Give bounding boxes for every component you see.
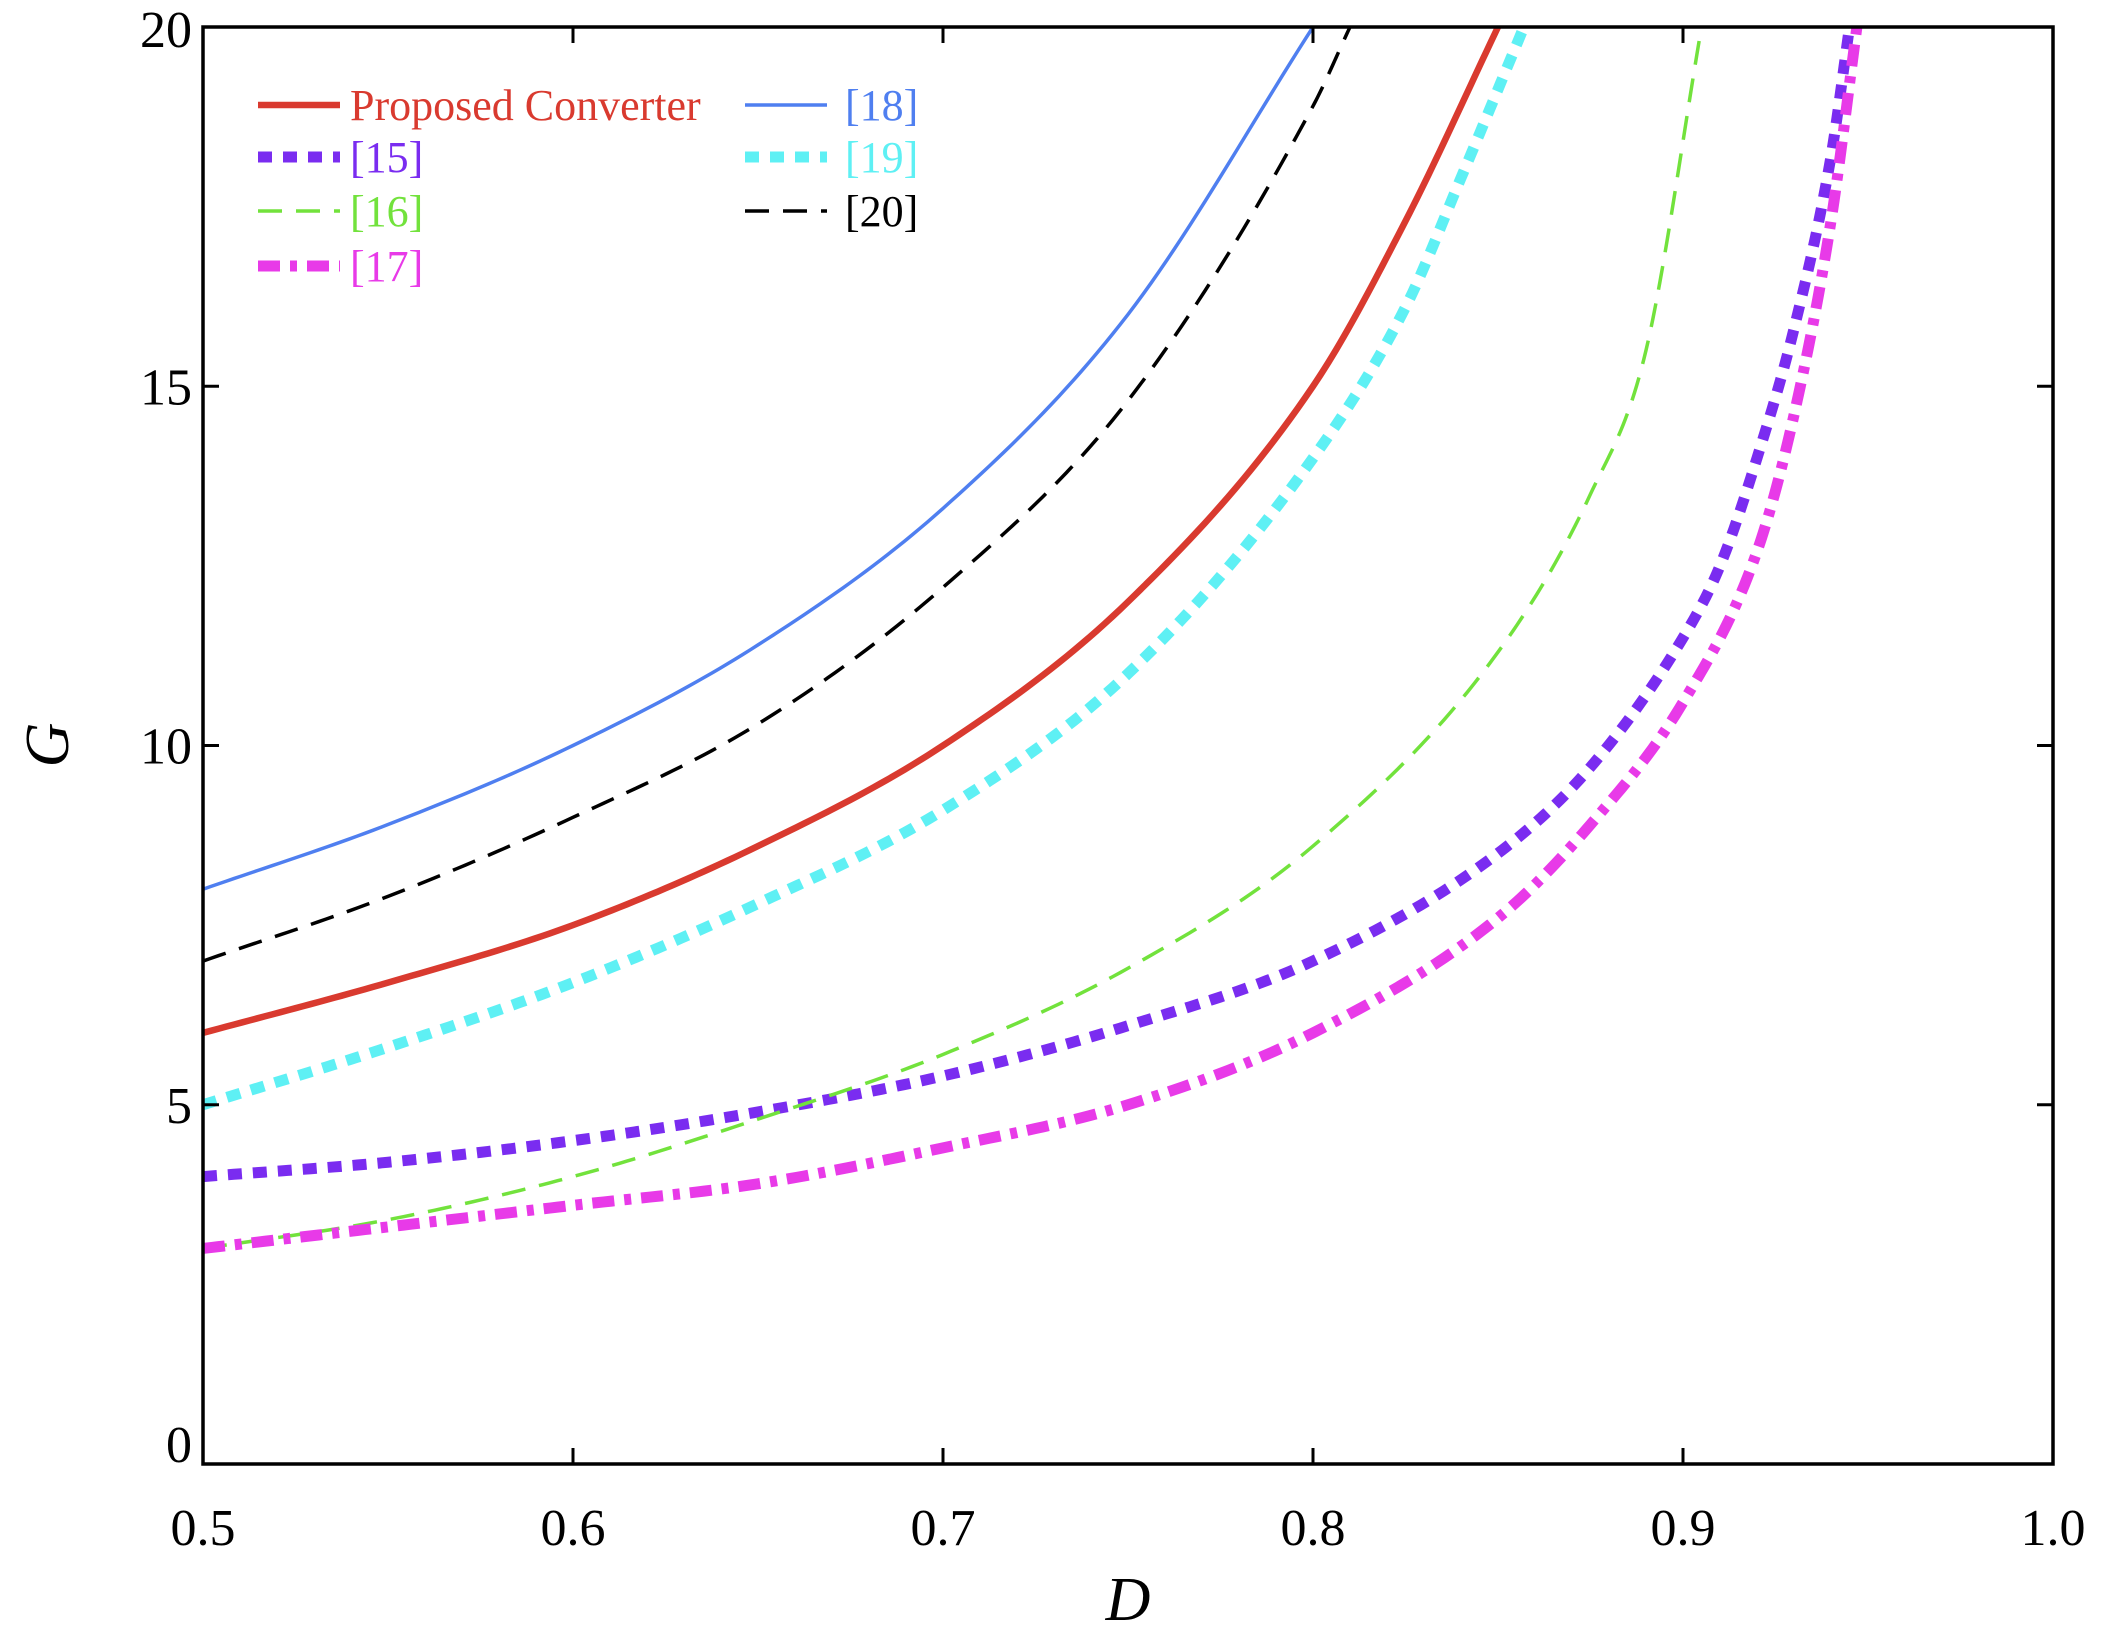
x-tick-label: 0.8 xyxy=(1281,1500,1346,1557)
legend-label: [18] xyxy=(845,81,918,130)
x-tick-label: 0.7 xyxy=(911,1500,976,1557)
legend-label: [15] xyxy=(350,133,423,182)
y-axis-title: G xyxy=(14,723,82,768)
x-tick-label: 1.0 xyxy=(2021,1500,2086,1557)
series-line-5 xyxy=(203,27,1704,1251)
series-layer xyxy=(203,27,1863,1254)
series-line-6 xyxy=(203,27,1352,963)
x-tick-label: 0.6 xyxy=(541,1500,606,1557)
legend-label: [20] xyxy=(845,187,918,236)
series-line-2 xyxy=(203,27,1315,891)
x-axis-title: D xyxy=(1105,1566,1151,1634)
y-tick-label: 0 xyxy=(166,1417,192,1474)
series-line-1 xyxy=(203,27,1502,1037)
legend-label: [17] xyxy=(350,242,423,291)
axis-ticks xyxy=(201,25,2055,1466)
y-tick-label: 20 xyxy=(140,2,192,59)
tick-labels: 0.5 0.6 0.7 0.8 0.9 1.0 0 5 10 15 20 xyxy=(140,2,2086,1557)
legend-label: [16] xyxy=(350,187,423,236)
legend-label: [19] xyxy=(845,133,918,182)
y-tick-label: 5 xyxy=(166,1078,192,1135)
series-line-3 xyxy=(203,27,1855,1183)
legend-label: Proposed Converter xyxy=(350,81,701,130)
y-tick-label: 15 xyxy=(140,359,192,416)
series-line-4 xyxy=(203,27,1529,1111)
legend: Proposed Converter[15] [16] [17] [18][19] [2… xyxy=(258,81,918,291)
x-tick-label: 0.9 xyxy=(1651,1500,1716,1557)
series-line-7 xyxy=(203,27,1863,1254)
x-tick-label: 0.5 xyxy=(171,1500,236,1557)
y-tick-label: 10 xyxy=(140,719,192,776)
